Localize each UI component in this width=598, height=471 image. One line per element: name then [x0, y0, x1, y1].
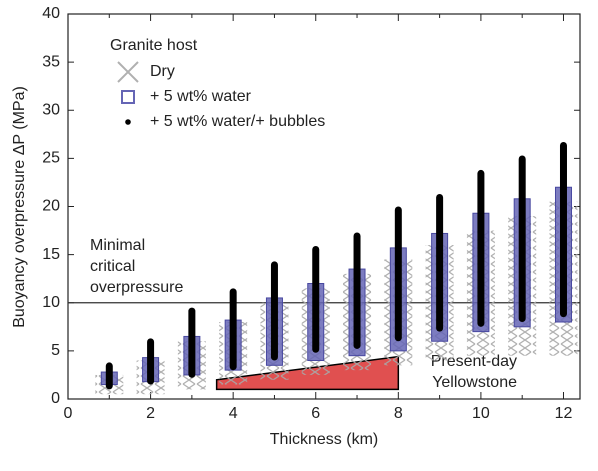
x-tick-label: 4: [229, 405, 238, 422]
y-tick-label: 5: [51, 342, 60, 359]
x-axis-label: Thickness (km): [270, 431, 378, 448]
plot-area: 0 5 10 15 20 25 30 35 40 0 2 4 6 8 10 12 Minimal critical…: [42, 5, 581, 422]
range-dot: [436, 193, 444, 332]
range-dot: [229, 288, 237, 371]
legend-label: Dry: [150, 63, 175, 80]
x-tick-label: 8: [394, 405, 403, 422]
range-dot: [477, 169, 485, 327]
x-tick-label: 0: [64, 405, 73, 422]
y-tick-label: 40: [42, 5, 60, 22]
y-tick-label: 35: [42, 53, 60, 70]
range-dot: [270, 261, 278, 361]
region-label: Yellowstone: [432, 374, 517, 391]
x-tick-label: 6: [311, 405, 320, 422]
legend-marker: [117, 61, 139, 83]
range-dot: [105, 362, 113, 390]
y-tick-label: 10: [42, 294, 60, 311]
reference-label: overpressure: [90, 279, 183, 296]
reference-label: Minimal: [90, 237, 145, 254]
legend-marker: [125, 119, 131, 125]
range-dot: [353, 232, 361, 349]
y-axis-label: Buoyancy overpressure ΔP (MPa): [11, 86, 28, 328]
range-dot: [147, 338, 155, 385]
range-dot: [559, 142, 567, 318]
legend-title: Granite host: [110, 37, 198, 54]
range-dot: [188, 307, 196, 378]
y-tick-label: 30: [42, 101, 60, 118]
range-dot: [312, 245, 320, 353]
y-tick-label: 0: [51, 390, 60, 407]
y-tick-label: 25: [42, 150, 60, 167]
range-dot: [394, 206, 402, 342]
range-dot: [518, 155, 526, 322]
y-tick-label: 20: [42, 198, 60, 215]
reference-label: critical: [90, 258, 135, 275]
x-tick-label: 2: [146, 405, 155, 422]
y-tick-label: 15: [42, 246, 60, 263]
legend-label: + 5 wt% water/+ bubbles: [150, 113, 325, 130]
legend-label: + 5 wt% water: [150, 88, 252, 105]
x-tick-label: 10: [472, 405, 490, 422]
x-tick-label: 12: [555, 405, 573, 422]
legend-marker: [121, 90, 135, 104]
